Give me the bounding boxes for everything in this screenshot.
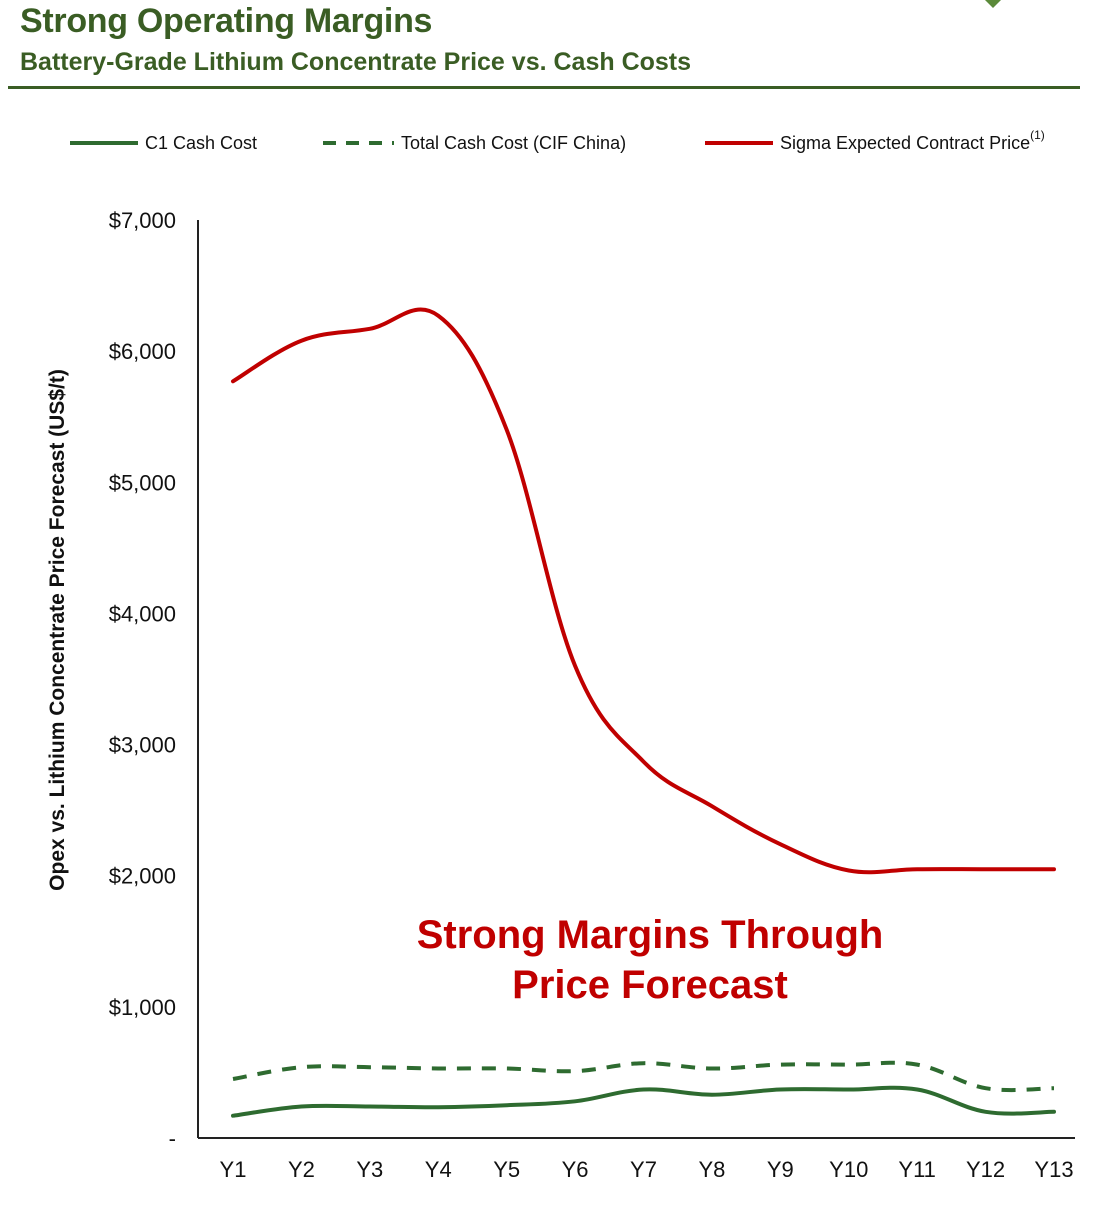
series-lines bbox=[231, 307, 1056, 1118]
legend-footnote-marker: (1) bbox=[1030, 128, 1045, 142]
x-tick-label: Y4 bbox=[425, 1157, 452, 1182]
legend-item-total: Total Cash Cost (CIF China) bbox=[323, 133, 626, 153]
y-tick-label: $4,000 bbox=[109, 601, 176, 626]
x-tick-label: Y3 bbox=[356, 1157, 383, 1182]
legend-item-price: Sigma Expected Contract Price(1) bbox=[705, 128, 1045, 153]
x-tick-label: Y11 bbox=[898, 1157, 936, 1182]
series-expected-contract-price bbox=[231, 307, 1056, 875]
logo-mark-icon bbox=[985, 0, 1001, 8]
x-tick-label: Y13 bbox=[1034, 1157, 1073, 1182]
x-tick-label: Y2 bbox=[288, 1157, 315, 1182]
page-subtitle: Battery-Grade Lithium Concentrate Price … bbox=[20, 48, 692, 76]
series-total-cash-cost bbox=[232, 1060, 1055, 1093]
x-tick-label: Y7 bbox=[630, 1157, 657, 1182]
x-tick-label: Y12 bbox=[966, 1157, 1005, 1182]
y-axis-title: Opex vs. Lithium Concentrate Price Forec… bbox=[46, 369, 69, 891]
x-tick-labels: Y1 Y2 Y3 Y4 Y5 Y6 Y7 Y8 Y9 Y10 Y11 Y12 Y13 bbox=[220, 1157, 1074, 1182]
legend-label-price-name: Sigma Expected Contract Price bbox=[780, 133, 1030, 153]
y-tick-label: $5,000 bbox=[109, 470, 176, 495]
legend-label-price: Sigma Expected Contract Price(1) bbox=[780, 128, 1045, 153]
series-c1-cash-cost bbox=[231, 1085, 1056, 1118]
y-tick-label: $2,000 bbox=[109, 864, 176, 889]
x-tick-label: Y8 bbox=[698, 1157, 725, 1182]
x-tick-label: Y1 bbox=[220, 1157, 247, 1182]
y-tick-label: $1,000 bbox=[109, 995, 176, 1020]
y-tick-label: - bbox=[169, 1126, 176, 1151]
annotation-line-1: Strong Margins Through bbox=[417, 913, 884, 957]
y-tick-label: $3,000 bbox=[109, 733, 176, 758]
legend-label-total: Total Cash Cost (CIF China) bbox=[401, 133, 626, 153]
x-tick-label: Y6 bbox=[562, 1157, 589, 1182]
legend: C1 Cash Cost Total Cash Cost (CIF China)… bbox=[70, 128, 1045, 153]
margin-annotation: Strong Margins Through Price Forecast bbox=[417, 913, 884, 1007]
x-tick-label: Y10 bbox=[829, 1157, 868, 1182]
y-tick-labels: - $1,000 $2,000 $3,000 $4,000 $5,000 $6,000 $7,… bbox=[109, 208, 176, 1151]
page-title: Strong Operating Margins bbox=[20, 2, 433, 40]
legend-label-c1: C1 Cash Cost bbox=[145, 133, 257, 153]
x-tick-label: Y5 bbox=[493, 1157, 520, 1182]
x-tick-label: Y9 bbox=[767, 1157, 794, 1182]
annotation-line-2: Price Forecast bbox=[512, 963, 788, 1007]
y-tick-label: $7,000 bbox=[109, 208, 176, 233]
title-divider bbox=[8, 86, 1080, 89]
y-tick-label: $6,000 bbox=[109, 339, 176, 364]
legend-item-c1: C1 Cash Cost bbox=[70, 133, 257, 153]
